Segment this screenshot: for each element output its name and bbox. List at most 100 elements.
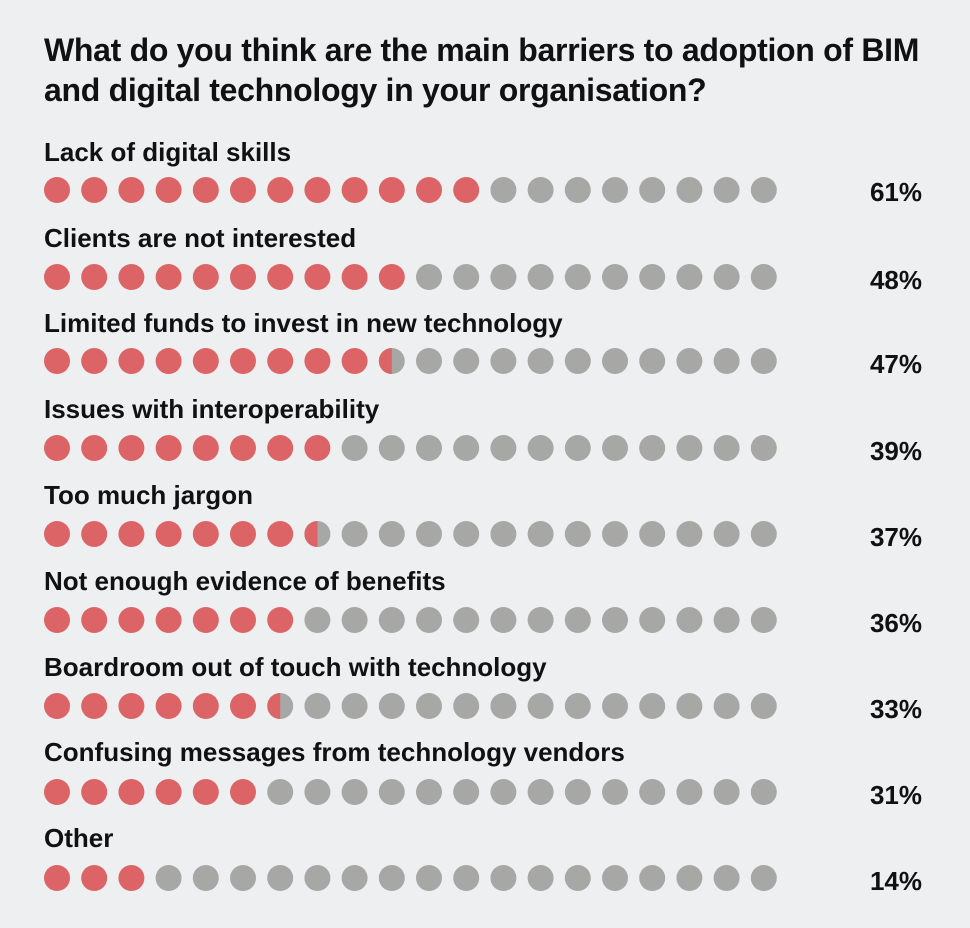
empty-dot [416,779,442,805]
empty-dot [713,607,740,633]
filled-dot [44,521,70,547]
filled-dot [304,435,331,461]
filled-dot [192,264,219,290]
value-label: 48% [869,265,922,295]
filled-dot [304,177,331,203]
value-label: 36% [869,608,922,638]
category-label: Clients are not interested [44,223,357,253]
empty-dot [676,177,703,203]
value-label: 33% [869,694,922,724]
partial-dot [267,693,294,719]
empty-dot [490,865,517,891]
empty-dot [267,865,294,891]
value-label: 61% [869,177,922,207]
filled-dot [230,607,256,633]
empty-dot [378,865,405,891]
filled-dot [341,264,368,290]
empty-dot [490,435,517,461]
empty-dot [490,348,517,374]
filled-dot [341,177,368,203]
category-label: Other [44,823,114,853]
empty-dot [639,348,666,374]
empty-dot [416,435,442,461]
empty-dot [341,435,368,461]
empty-dot [639,435,666,461]
empty-dot [304,693,331,719]
empty-dot [564,607,591,633]
empty-dot [416,348,442,374]
empty-dot [564,348,591,374]
category-label: Not enough evidence of benefits [44,566,446,596]
empty-dot [676,264,703,290]
empty-dot [378,607,405,633]
empty-dot [750,264,777,290]
filled-dot [81,264,108,290]
empty-dot [713,779,740,805]
filled-dot [118,177,145,203]
filled-dot [81,693,108,719]
empty-dot [527,177,554,203]
filled-dot [44,348,70,374]
filled-dot [44,264,70,290]
empty-dot [564,521,591,547]
filled-dot [118,264,145,290]
filled-dot [416,177,442,203]
empty-dot [602,865,628,891]
value-label: 14% [869,866,922,896]
value-label: 37% [869,522,922,552]
filled-dot [44,177,70,203]
empty-dot [267,779,294,805]
filled-dot [230,177,256,203]
empty-dot [527,865,554,891]
empty-dot [378,693,405,719]
empty-dot [750,779,777,805]
empty-dot [750,177,777,203]
category-label: Issues with interoperability [44,394,380,424]
empty-dot [490,264,517,290]
filled-dot [192,521,219,547]
empty-dot [416,865,442,891]
empty-dot [713,348,740,374]
empty-dot [602,693,628,719]
empty-dot [490,779,517,805]
empty-dot [639,779,666,805]
empty-dot [304,779,331,805]
empty-dot [416,693,442,719]
empty-dot [639,607,666,633]
filled-dot [81,348,108,374]
category-label: Lack of digital skills [44,137,292,167]
empty-dot [602,521,628,547]
empty-dot [416,521,442,547]
filled-dot [81,779,108,805]
empty-dot [564,264,591,290]
empty-dot [490,607,517,633]
empty-dot [416,264,442,290]
empty-dot [750,865,777,891]
empty-dot [341,865,368,891]
empty-dot [453,264,480,290]
filled-dot [155,264,182,290]
partial-dot [378,348,405,374]
empty-dot [490,693,517,719]
filled-dot [44,435,70,461]
category-label: Boardroom out of touch with technology [44,652,547,682]
empty-dot [713,521,740,547]
filled-dot [453,177,480,203]
empty-dot [750,607,777,633]
filled-dot [230,264,256,290]
filled-dot [267,521,294,547]
filled-dot [81,865,108,891]
filled-dot [155,348,182,374]
filled-dot [267,177,294,203]
filled-dot [267,607,294,633]
filled-dot [192,607,219,633]
empty-dot [527,607,554,633]
filled-dot [118,865,145,891]
filled-dot [378,264,405,290]
filled-dot [267,348,294,374]
filled-dot [118,435,145,461]
empty-dot [527,521,554,547]
empty-dot [304,607,331,633]
empty-dot [602,779,628,805]
